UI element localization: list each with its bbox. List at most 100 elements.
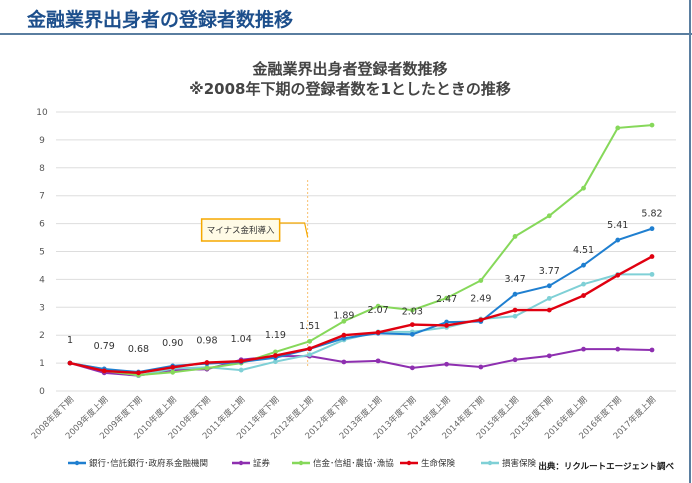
data-label: 3.77 xyxy=(539,266,560,277)
data-point xyxy=(409,307,415,313)
data-point xyxy=(67,360,73,366)
data-point xyxy=(136,370,141,376)
data-point xyxy=(409,365,415,371)
legend-label: 銀行･信託銀行･政府系金融機関 xyxy=(89,458,208,469)
data-point xyxy=(478,364,484,370)
series-line xyxy=(69,348,653,377)
data-point xyxy=(649,122,655,128)
data-label: 1.89 xyxy=(333,310,354,321)
data-point xyxy=(307,346,313,351)
data-point xyxy=(615,125,621,131)
series-3 xyxy=(67,254,655,376)
y-tick-label: 2 xyxy=(39,331,45,341)
y-tick-label: 3 xyxy=(39,303,45,313)
data-point xyxy=(581,262,586,268)
data-label: 2.03 xyxy=(402,306,423,317)
legend-marker xyxy=(487,460,493,466)
data-point xyxy=(546,353,552,359)
data-label: 1 xyxy=(67,335,73,346)
data-point xyxy=(478,317,484,323)
series-2 xyxy=(67,122,655,378)
data-label: 2.47 xyxy=(436,294,457,305)
legend-marker xyxy=(298,460,304,466)
data-label: 0.98 xyxy=(196,336,217,347)
data-point xyxy=(649,347,655,353)
annotation-callout-line xyxy=(277,222,309,238)
legend-item: 信金･信組･農協･漁協 xyxy=(292,458,394,469)
legend-label: 証券 xyxy=(253,458,271,469)
data-point xyxy=(581,281,586,287)
data-point xyxy=(444,323,449,328)
annotation-box xyxy=(200,218,281,242)
data-label: 5.41 xyxy=(607,220,628,231)
y-tick-label: 9 xyxy=(39,136,45,146)
series-line xyxy=(69,124,653,377)
series-line xyxy=(69,227,653,374)
data-point xyxy=(615,237,621,243)
data-point xyxy=(512,234,518,239)
data-point xyxy=(615,272,621,278)
data-point xyxy=(238,358,244,364)
data-point xyxy=(581,346,586,352)
y-tick-label: 10 xyxy=(36,108,48,118)
data-point xyxy=(375,330,381,335)
y-tick-label: 5 xyxy=(39,248,45,258)
page-title: 金融業界出身者の登録者数推移 xyxy=(27,9,294,31)
legend-marker xyxy=(238,460,244,466)
data-point xyxy=(546,295,552,301)
data-point xyxy=(478,278,484,283)
chart-subtitle: ※2008年下期の登録者数を1としたときの推移 xyxy=(189,80,511,98)
data-label: 4.51 xyxy=(573,245,594,256)
source-note: 出典：リクルートエージェント調べ xyxy=(538,461,674,472)
data-label: 1.04 xyxy=(231,334,252,345)
data-point xyxy=(649,271,655,277)
legend-item: 損害保険 xyxy=(481,458,537,469)
data-label: 0.79 xyxy=(94,341,115,352)
data-point xyxy=(512,313,518,319)
data-label: 5.82 xyxy=(641,209,662,220)
y-tick-label: 1 xyxy=(39,359,45,369)
data-point xyxy=(649,226,655,232)
legend-label: 損害保険 xyxy=(502,458,537,469)
data-point xyxy=(204,365,210,371)
legend-marker xyxy=(74,460,80,466)
data-point xyxy=(273,359,278,365)
data-point xyxy=(375,303,381,309)
data-point xyxy=(307,338,313,344)
data-point xyxy=(581,185,586,191)
data-label: 1.51 xyxy=(299,321,320,332)
y-tick-label: 7 xyxy=(39,192,45,202)
data-point xyxy=(444,361,449,367)
header-divider xyxy=(0,33,692,35)
data-point xyxy=(341,318,347,324)
annotation-label: マイナス金利導入 xyxy=(207,225,275,236)
y-tick-label: 6 xyxy=(39,220,45,230)
data-point xyxy=(341,359,347,365)
data-point xyxy=(273,349,278,355)
data-label: 3.47 xyxy=(504,274,525,285)
data-point xyxy=(409,331,415,337)
data-point xyxy=(512,291,518,297)
data-label: 0.68 xyxy=(128,344,149,355)
frame-border xyxy=(689,0,691,483)
data-label: 0.90 xyxy=(162,338,183,349)
data-label: 1.19 xyxy=(265,330,286,341)
series-line xyxy=(69,255,653,375)
data-point xyxy=(204,360,210,365)
data-point xyxy=(409,322,415,327)
y-tick-label: 4 xyxy=(39,275,45,285)
data-point xyxy=(238,367,244,373)
data-point xyxy=(546,307,552,313)
data-point xyxy=(444,295,449,301)
data-point xyxy=(512,307,518,313)
data-point xyxy=(546,213,552,219)
data-point xyxy=(444,319,449,325)
data-label: 2.49 xyxy=(470,294,491,305)
data-label: 2.07 xyxy=(368,305,389,316)
legend-label: 生命保険 xyxy=(421,458,456,469)
data-point xyxy=(375,358,381,364)
data-point xyxy=(307,352,313,358)
data-point xyxy=(581,293,586,298)
legend-label: 信金･信組･農協･漁協 xyxy=(313,458,394,469)
